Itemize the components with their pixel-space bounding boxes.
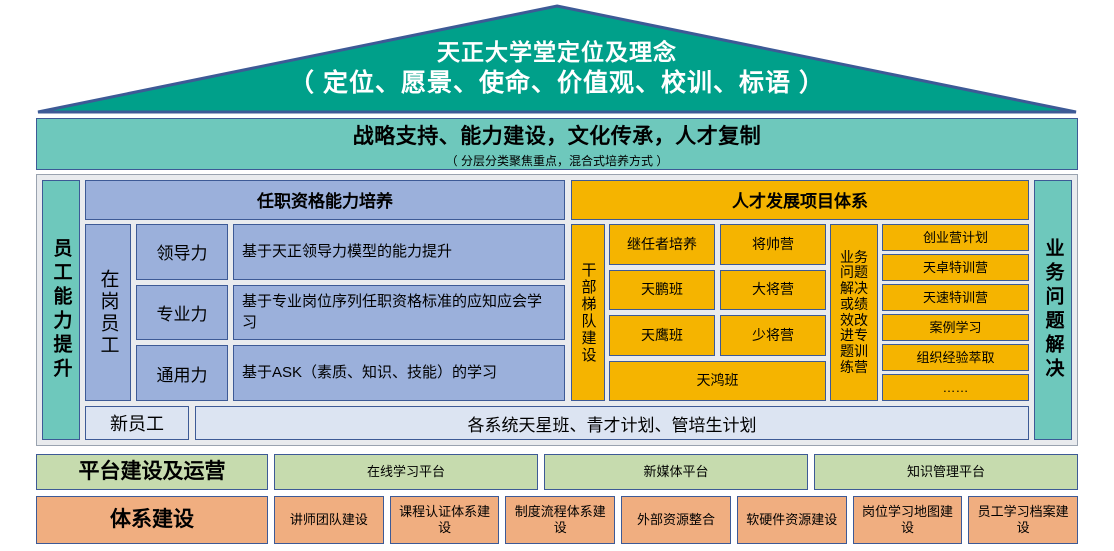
- platform-row-title: 平台建设及运营: [36, 454, 268, 490]
- camp-program-column: 创业营计划 天卓特训营 天速特训营 案例学习 组织经验萃取 ……: [882, 224, 1029, 401]
- qualification-panel-title: 任职资格能力培养: [85, 180, 565, 220]
- camp-item-experience-extraction[interactable]: 组织经验萃取: [882, 344, 1029, 371]
- roof-polygon-svg: [37, 4, 1077, 114]
- right-column-business-problem-solving[interactable]: 业务问题解决: [1034, 180, 1072, 440]
- strategy-band-sub-text: （ 分层分类聚焦重点，混合式培养方式 ）: [445, 153, 669, 168]
- qualification-panel: 任职资格能力培养 在岗员工 领导力 基于天正领导力模型的能力提升 专业力: [85, 180, 565, 402]
- strategy-band-main-text: 战略支持、能力建设，文化传承，人才复制: [352, 124, 762, 148]
- capability-label-professional[interactable]: 专业力: [136, 284, 228, 341]
- cadre-program-grid: 继任者培养 将帅营 天鹏班 大将营 天鹰班 少将营: [609, 224, 826, 401]
- cadre-row-full: 天鸿班: [609, 360, 826, 401]
- center-top-panels: 任职资格能力培养 在岗员工 领导力 基于天正领导力模型的能力提升 专业力: [85, 180, 1029, 402]
- left-column-employee-capability[interactable]: 员工能力提升: [42, 180, 80, 440]
- system-item-learning-map[interactable]: 岗位学习地图建设: [852, 496, 963, 544]
- left-column-label: 员工能力提升: [50, 238, 72, 382]
- capability-desc-leadership[interactable]: 基于天正领导力模型的能力提升: [233, 224, 565, 280]
- capability-label-general[interactable]: 通用力: [136, 345, 228, 402]
- new-employee-label[interactable]: 新员工: [85, 406, 189, 440]
- system-item-trainer-team[interactable]: 讲师团队建设: [274, 496, 384, 544]
- system-item-hardware-software[interactable]: 软硬件资源建设: [736, 496, 847, 544]
- right-column-label: 业务问题解决: [1042, 238, 1064, 382]
- onjob-employee-label-box[interactable]: 在岗员工: [85, 224, 131, 401]
- cadre-row: 天鹰班 少将营: [609, 315, 826, 356]
- cadre-building-label-box[interactable]: 干部梯队建设: [571, 224, 605, 401]
- cadre-item-general-camp[interactable]: 将帅营: [720, 224, 826, 265]
- qualification-body: 在岗员工 领导力 基于天正领导力模型的能力提升 专业力 基于专业岗位序列任职资格…: [85, 224, 565, 402]
- system-item-process-system[interactable]: 制度流程体系建设: [505, 496, 616, 544]
- capability-label-leadership[interactable]: 领导力: [136, 224, 228, 280]
- strategy-band: 战略支持、能力建设，文化传承，人才复制 （ 分层分类聚焦重点，混合式培养方式 ）: [36, 118, 1078, 170]
- capability-rows: 领导力 基于天正领导力模型的能力提升 专业力 基于专业岗位序列任职资格标准的应知…: [136, 224, 565, 402]
- onjob-employee-label: 在岗员工: [97, 268, 119, 357]
- camp-item-tianzhuo[interactable]: 天卓特训营: [882, 254, 1029, 281]
- cadre-row: 继任者培养 将帅营: [609, 224, 826, 265]
- framework-body: 员工能力提升 任职资格能力培养 在岗员工 领导力 基于天正领导力模型的能力提升: [36, 174, 1078, 446]
- platform-item-new-media[interactable]: 新媒体平台: [544, 454, 808, 490]
- capability-row: 领导力 基于天正领导力模型的能力提升: [136, 224, 565, 280]
- camp-item-case-study[interactable]: 案例学习: [882, 314, 1029, 341]
- roof-shape: 天正大学堂定位及理念 （ 定位、愿景、使命、价值观、校训、标语 ）: [36, 4, 1078, 114]
- capability-desc-professional[interactable]: 基于专业岗位序列任职资格标准的应知应会学习: [233, 284, 565, 341]
- biz-problem-camp-box[interactable]: 业务问题解决或绩效改进专题训练营: [830, 224, 878, 401]
- center-column: 任职资格能力培养 在岗员工 领导力 基于天正领导力模型的能力提升 专业力: [85, 180, 1029, 440]
- capability-desc-general[interactable]: 基于ASK（素质、知识、技能）的学习: [233, 345, 565, 402]
- talent-body: 干部梯队建设 继任者培养 将帅营 天鹏班 大将营: [571, 224, 1029, 401]
- camp-item-tiansu[interactable]: 天速特训营: [882, 284, 1029, 311]
- capability-row: 专业力 基于专业岗位序列任职资格标准的应知应会学习: [136, 284, 565, 341]
- capability-row: 通用力 基于ASK（素质、知识、技能）的学习: [136, 345, 565, 402]
- cadre-item-tianpeng[interactable]: 天鹏班: [609, 269, 715, 310]
- camp-item-ellipsis[interactable]: ……: [882, 374, 1029, 401]
- cadre-item-major-camp[interactable]: 大将营: [720, 269, 826, 310]
- cadre-item-tianhong[interactable]: 天鸿班: [609, 360, 826, 401]
- biz-problem-camp-label: 业务问题解决或绩效改进专题训练营: [840, 248, 868, 375]
- talent-panel-title: 人才发展项目体系: [571, 180, 1029, 220]
- system-item-external-resources[interactable]: 外部资源整合: [621, 496, 731, 544]
- cadre-item-tianying[interactable]: 天鹰班: [609, 315, 715, 356]
- new-employee-row: 新员工 各系统天星班、青才计划、管培生计划: [85, 406, 1029, 440]
- cadre-item-minor-camp[interactable]: 少将营: [720, 315, 826, 356]
- camp-item-startup[interactable]: 创业营计划: [882, 224, 1029, 251]
- system-item-learning-records[interactable]: 员工学习档案建设: [968, 496, 1079, 544]
- cadre-row: 天鹏班 大将营: [609, 269, 826, 310]
- system-item-course-certification[interactable]: 课程认证体系建设: [389, 496, 500, 544]
- platform-row: 平台建设及运营 在线学习平台 新媒体平台 知识管理平台: [36, 454, 1078, 490]
- system-row-title: 体系建设: [36, 496, 268, 544]
- cadre-item-successor[interactable]: 继任者培养: [609, 224, 715, 265]
- platform-item-online-learning[interactable]: 在线学习平台: [274, 454, 538, 490]
- new-employee-programs[interactable]: 各系统天星班、青才计划、管培生计划: [195, 406, 1029, 440]
- talent-development-panel: 人才发展项目体系 干部梯队建设 继任者培养 将帅营 天鹏班: [571, 180, 1029, 401]
- system-row: 体系建设 讲师团队建设 课程认证体系建设 制度流程体系建设 外部资源整合 软硬件…: [36, 496, 1079, 544]
- platform-item-knowledge-management[interactable]: 知识管理平台: [814, 454, 1078, 490]
- cadre-building-label: 干部梯队建设: [579, 261, 597, 364]
